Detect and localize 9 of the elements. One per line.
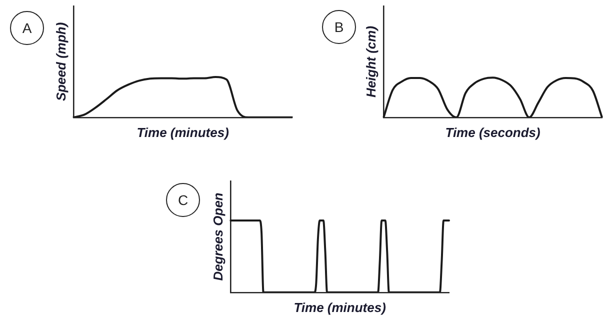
y-axis-title: Degrees Open: [210, 192, 226, 281]
x-axis-title: Time (minutes): [136, 124, 229, 140]
x-axis-title: Time (minutes): [294, 300, 386, 315]
chart-title: A: [10, 11, 44, 45]
y-axis-title: Height (cm): [363, 26, 378, 98]
chart-title: B: [322, 10, 356, 44]
chart-title: C: [166, 183, 200, 217]
y-axis-title: Speed (mph): [53, 22, 68, 102]
x-axis-title: Time (seconds): [445, 124, 540, 140]
